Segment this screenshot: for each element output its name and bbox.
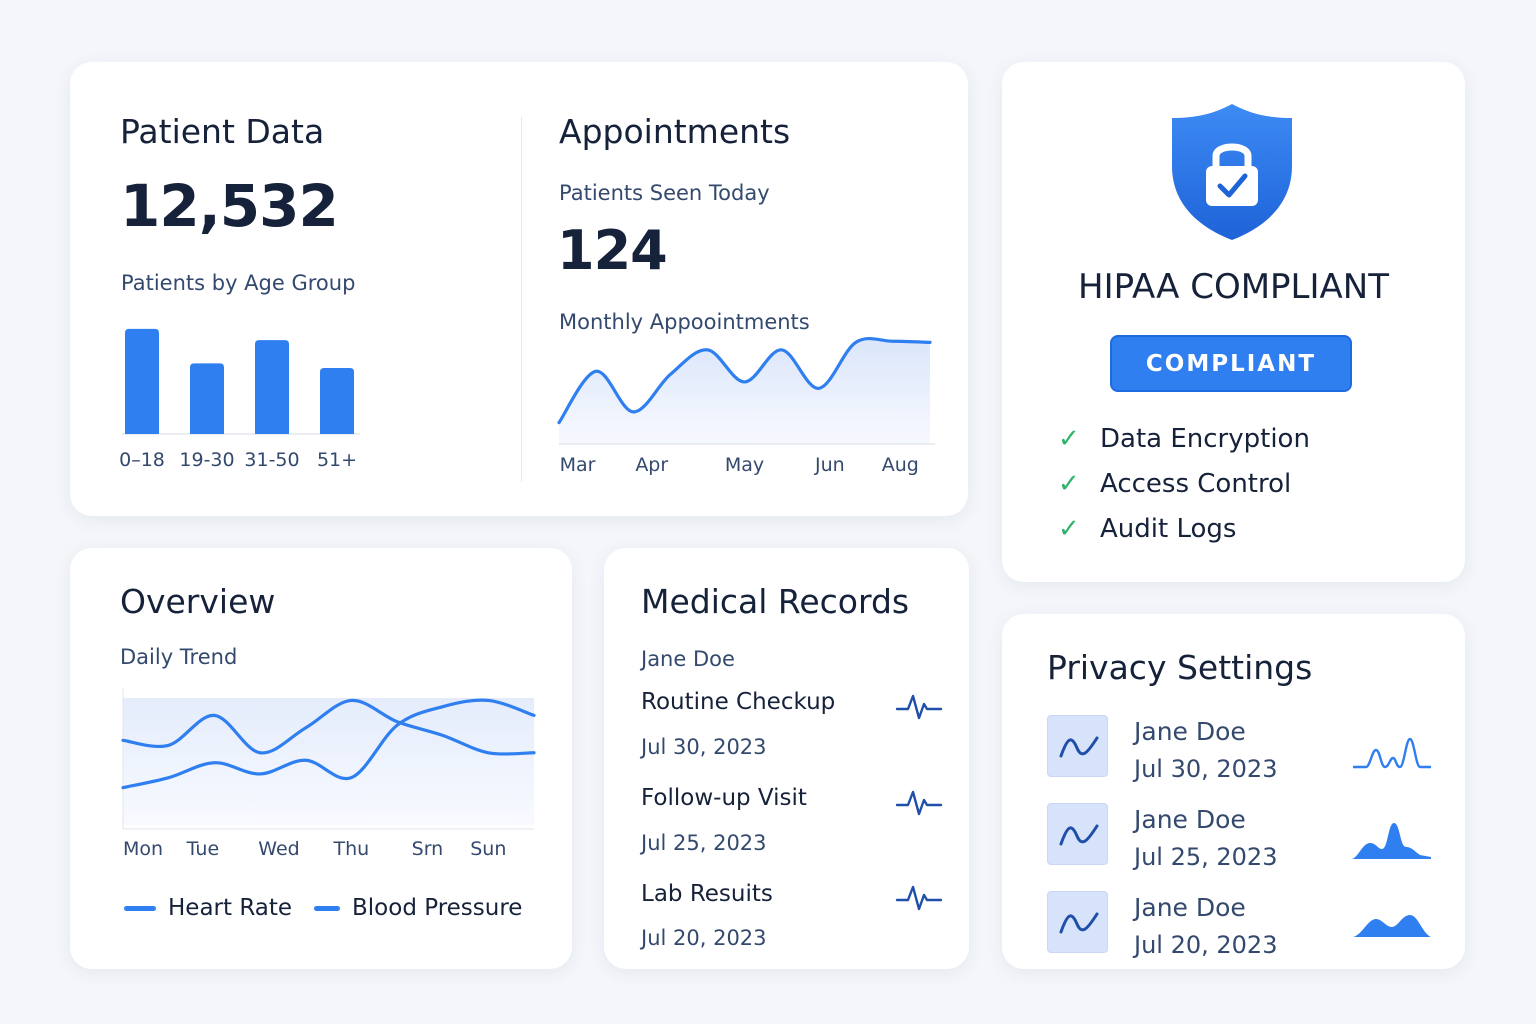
shield-lock-check-icon [1172,104,1292,240]
age-chart-title: Patients by Age Group [121,271,356,295]
privacy-item-date: Jul 30, 2023 [1134,755,1278,783]
privacy-item-name: Jane Doe [1134,717,1246,746]
legend-label: Heart Rate [168,895,293,921]
x-tick-label: Thu [333,838,370,860]
daily-trend-label: Daily Trend [120,645,238,669]
appointments-title: Appointments [559,112,791,151]
legend-swatch [124,905,156,911]
hipaa-card: HIPAA COMPLIANT COMPLIANT ✓ Data Encrypt… [1002,62,1465,582]
hipaa-item-label: Data Encryption [1100,424,1310,454]
legend-swatch [314,905,340,911]
appointments-line [557,336,932,425]
x-tick-label: Mar [559,454,596,476]
sparkline-peaks-icon [1353,737,1431,769]
heart-rate-line [121,698,536,756]
record-name: Follow-up Visit [641,785,807,811]
privacy-settings-card: Privacy Settings Jane Doe Jul 30, 2023 J… [1002,614,1465,969]
x-tick-label: 31-50 [244,449,300,471]
hipaa-item-label: Audit Logs [1100,514,1237,544]
medical-records-card: Medical Records Jane Doe Routine Checkup… [604,548,969,969]
record-name: Lab Resuits [641,881,773,907]
patient-total: 12,532 [120,172,339,240]
records-patient: Jane Doe [641,647,735,671]
x-tick-label: 19-30 [179,449,235,471]
check-icon: ✓ [1058,514,1080,544]
daily-trend-chart [121,688,536,830]
pulse-icon [895,694,943,720]
plot-area [123,698,534,825]
x-tick-label: Apr [635,454,669,476]
age-group-bar-chart [122,328,360,435]
blood-pressure-line [121,698,536,790]
legend-label: Blood Pressure [352,895,523,921]
monthly-chart-title: Monthly Appoointments [559,310,810,334]
record-date: Jul 25, 2023 [641,831,767,855]
patient-data-title: Patient Data [120,112,325,151]
patient-appointments-card: Patient Data 12,532 Patients by Age Grou… [70,62,968,516]
record-date: Jul 30, 2023 [641,735,767,759]
seen-today-label: Patients Seen Today [559,181,770,205]
hipaa-item-encryption: ✓ Data Encryption [1058,424,1310,454]
trend-icon [1047,715,1108,777]
hipaa-item-audit: ✓ Audit Logs [1058,514,1236,544]
x-tick-label: Sun [470,838,507,860]
privacy-title: Privacy Settings [1047,648,1313,687]
trend-icon [1047,803,1108,865]
compliant-badge: COMPLIANT [1110,335,1352,392]
bar [125,328,159,434]
x-tick-label: 0–18 [119,449,165,471]
x-tick-label: Tue [186,838,220,860]
hipaa-item-access: ✓ Access Control [1058,469,1291,499]
privacy-item-date: Jul 20, 2023 [1134,931,1278,959]
pulse-icon [895,885,943,911]
bar [190,363,224,434]
legend-blood-pressure: Blood Pressure [314,895,522,921]
overview-title: Overview [120,582,276,621]
privacy-item-name: Jane Doe [1134,893,1246,922]
overview-card: Overview Daily Trend Heart Rate Blood Pr… [70,548,572,969]
hipaa-title: HIPAA COMPLIANT [1078,267,1389,307]
x-tick-label: Jun [814,454,845,476]
bar [320,367,354,434]
privacy-item-date: Jul 25, 2023 [1134,843,1278,871]
check-icon: ✓ [1058,424,1080,454]
x-tick-label: May [724,454,765,476]
legend-heart-rate: Heart Rate [124,895,292,921]
pulse-icon [895,790,943,816]
x-tick-label: Wed [258,838,300,860]
x-tick-label: Aug [881,454,919,476]
filled-peak-icon [1351,823,1431,859]
card-divider [521,117,522,482]
x-tick-label: Mon [122,838,164,860]
monthly-appointments-chart [557,336,935,445]
record-date: Jul 20, 2023 [641,926,767,950]
filled-hills-icon [1353,915,1431,937]
privacy-item-name: Jane Doe [1134,805,1246,834]
area-fill [559,338,930,444]
x-tick-label: Srn [411,838,444,860]
records-title: Medical Records [641,582,910,621]
seen-today-value: 124 [557,219,668,282]
record-name: Routine Checkup [641,689,836,715]
hipaa-item-label: Access Control [1100,469,1292,499]
bar [255,340,289,434]
x-tick-label: 51+ [316,449,358,471]
trend-icon [1047,891,1108,953]
check-icon: ✓ [1058,469,1080,499]
